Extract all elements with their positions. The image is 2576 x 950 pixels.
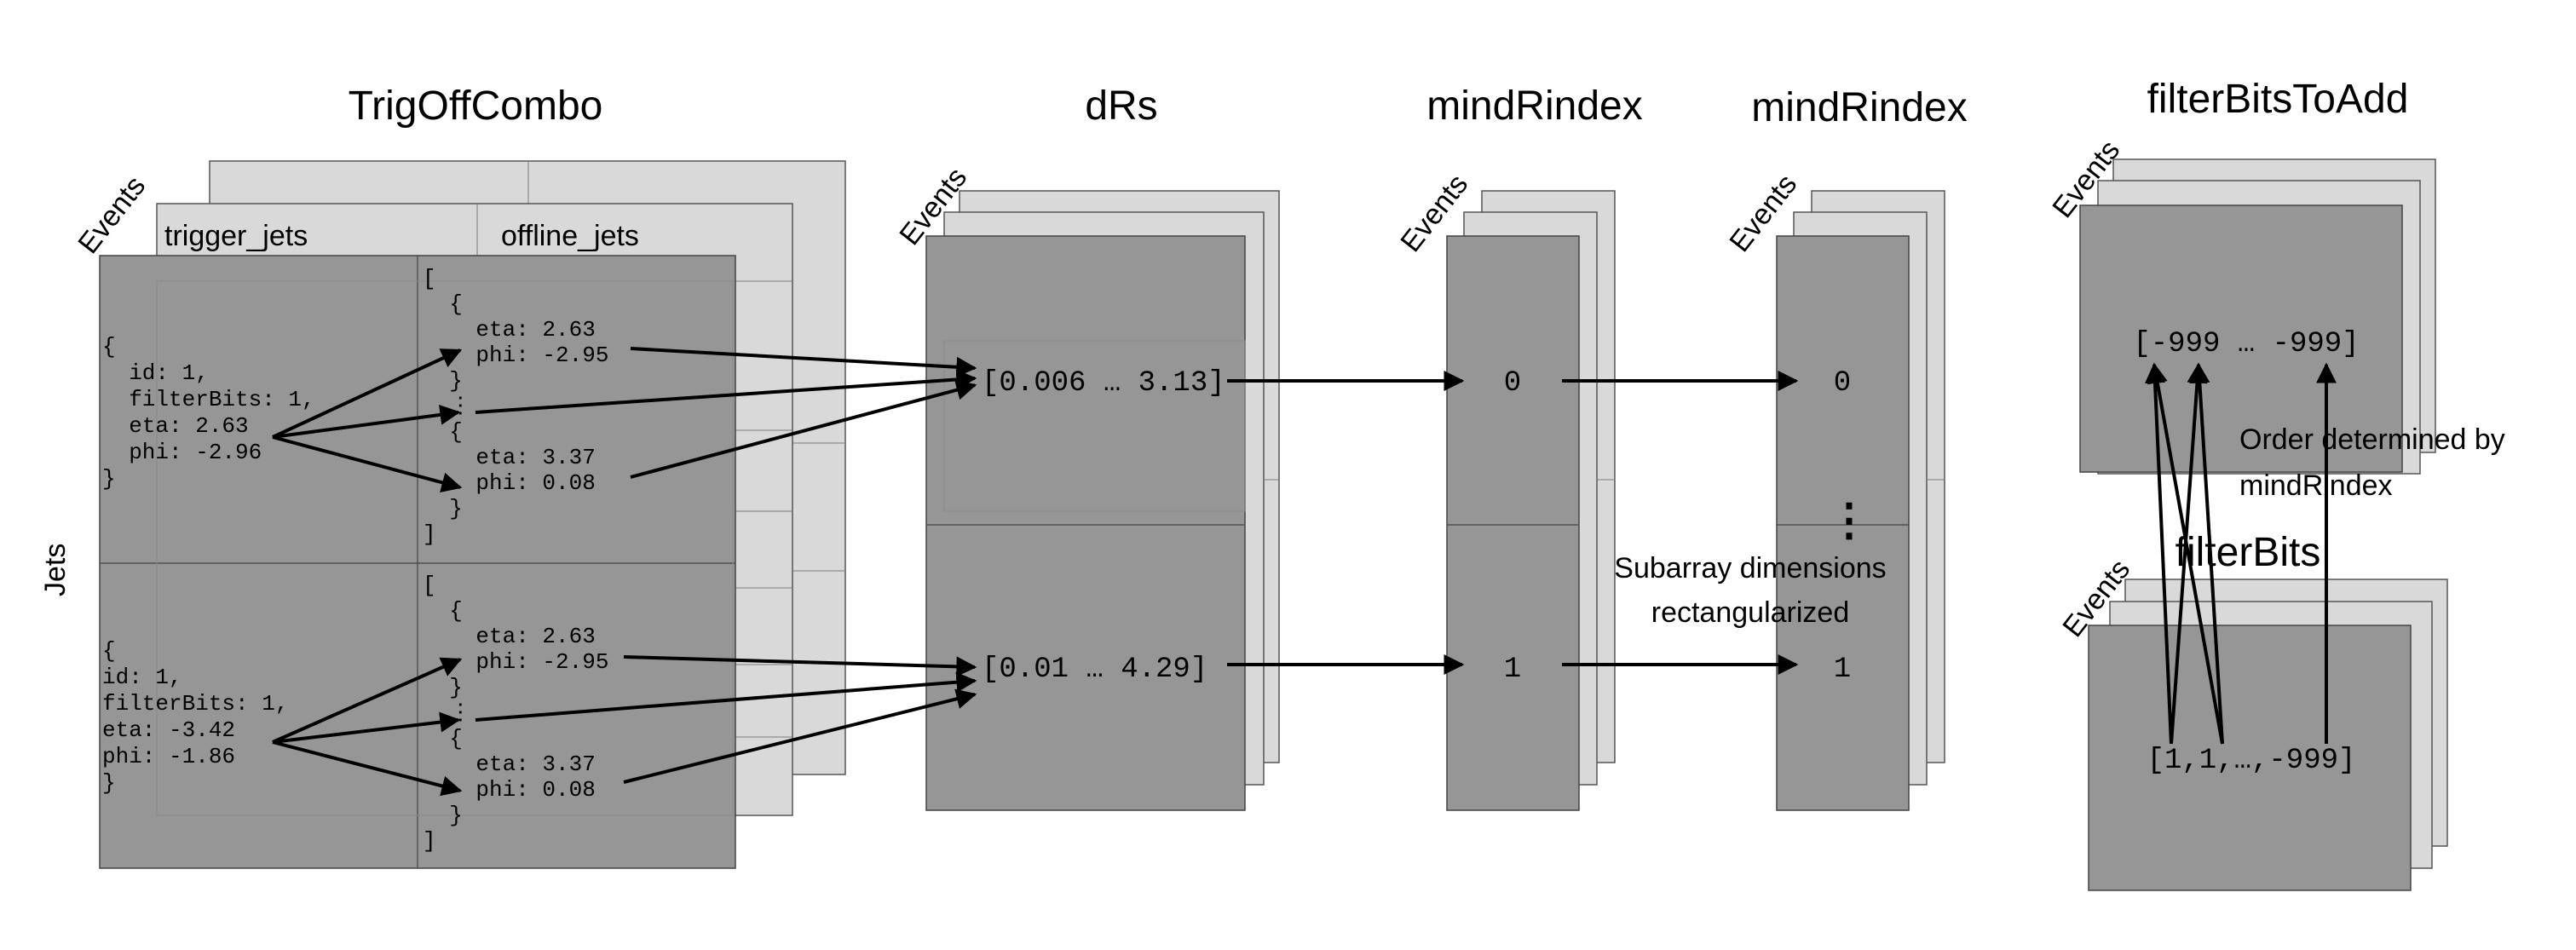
text-line: [ [423,266,436,291]
mindrindex-2-stack [1776,190,1945,811]
text-line: [ [423,573,436,598]
order-note: Order determined by mindRindex [2239,423,2505,502]
text-line: rectangularized [1651,596,1849,629]
title-mindrindex-2: mindRindex [1751,85,1967,130]
arrow-offline1b-to-drs2 [623,655,977,677]
offline-jets-row-1: [ { eta: 2.63 phi: -2.95 } ⋮ { eta: 3.37… [423,266,608,547]
arrow-offline1-to-drs1 [630,347,977,377]
text-line: } [423,496,463,521]
text-line: Subarray dimensions [1614,552,1886,584]
arrow-offline2-to-drs1 [630,379,977,479]
text-line: } [423,803,463,828]
text-line: ] [423,828,436,854]
subarray-dimensions-note: Subarray dimensions rectangularized [1614,552,1886,629]
drs-stack [925,190,1280,811]
mindrindex-2-value-row-2: 1 [1834,653,1851,686]
text-line: filterBits: 1, [102,387,315,412]
text-line: eta: 3.37 [423,751,596,777]
text-line: } [423,675,463,700]
mindrindex-2-value-row-1: 0 [1834,367,1851,400]
arrow-trig1-to-offline1 [272,348,463,439]
arrow-trig2-to-offline1 [272,657,463,744]
text-line: id: 1, [102,360,209,386]
arrow-trig1-to-offline2 [272,435,463,492]
text-line: { [423,726,463,751]
arrow-trig2-to-offline2 [272,740,463,797]
arrow-filterbits-to-add-2 [2189,362,2224,745]
filterbits-stack [2088,579,2448,891]
drs-value-row-2: [0.01 … 4.29] [982,653,1207,686]
trigger-jet-row-1: { id: 1, filterBits: 1, eta: 2.63 phi: -… [102,334,315,492]
text-line: filterBits: 1, [102,691,288,717]
text-line: eta: 2.63 [423,317,596,343]
title-drs: dRs [1085,83,1157,129]
title-filterbits: filterBits [2175,530,2321,575]
text-line: eta: -3.42 [102,717,235,743]
drs-value-row-1: [0.006 … 3.13] [982,367,1225,400]
arrows [272,347,2337,797]
title-trigoffcombo: TrigOffCombo [349,83,603,129]
text-line: id: 1, [102,665,182,690]
axis-label-events-trigoffcombo: Events [72,170,152,260]
mindrindex-1-value-row-1: 0 [1504,367,1521,400]
arrow-offline2b-to-drs2 [623,688,977,784]
text-line: eta: 2.63 [423,624,596,649]
drs-sheet-front [925,235,1246,811]
mindrindex-1-value-row-2: 1 [1504,653,1521,686]
filterbitstoadd-stack [2079,158,2436,475]
text-line: } [102,770,116,796]
axis-label-jets: Jets [39,544,72,596]
mindrindex-2-sheet-front [1776,235,1910,811]
text-line: phi: -1.86 [102,744,235,769]
arrow-filterbits-cross-1 [2147,362,2224,745]
mindrindex-1-stack [1446,190,1616,811]
arrow-trig1-to-offline-mid [272,404,461,439]
column-header-trigger-jets: trigger_jets [164,220,308,252]
text-line: Order determined by [2239,423,2505,456]
title-mindrindex-1: mindRindex [1426,83,1642,129]
mindrindex-1-sheet-front [1446,235,1580,811]
trigger-jet-row-2: {id: 1, filterBits: 1, eta: -3.42 phi: -1.8… [102,638,288,796]
text-line: { [102,638,116,664]
text-line: eta: 2.63 [102,413,249,439]
text-line: { [102,334,116,360]
filterbits-value: [1,1,…,-999] [2147,745,2356,777]
vdots-icon: ⋮ [1827,498,1871,549]
filterbitstoadd-sheet-front [2079,204,2403,473]
text-line: mindRindex [2239,469,2393,502]
text-line: phi: 0.08 [423,777,596,803]
text-line: { [423,419,463,445]
arrow-offlinemid-to-drs1 [475,369,977,414]
text-line: eta: 3.37 [423,445,596,470]
trigoffcombo-stack [99,160,846,869]
arrow-trig2-to-offline-mid [272,711,461,744]
text-line: phi: -2.96 [102,440,262,465]
filterbitstoadd-value: [-999 … -999] [2133,328,2359,360]
arrow-filterbits-to-add-1 [2144,362,2173,745]
column-header-offline-jets: offline_jets [501,220,639,252]
arrow-offlinemidb-to-drs2 [475,671,977,722]
text-line: { [423,291,463,317]
title-filterbitstoadd: filterBitsToAdd [2147,77,2409,122]
text-line: } [102,466,116,492]
arrow-filterbits-cross-2 [2170,362,2208,745]
text-line: { [423,598,463,624]
text-line: ] [423,521,436,547]
text-line: } [423,368,463,394]
filterbits-sheet-front [2088,625,2412,891]
